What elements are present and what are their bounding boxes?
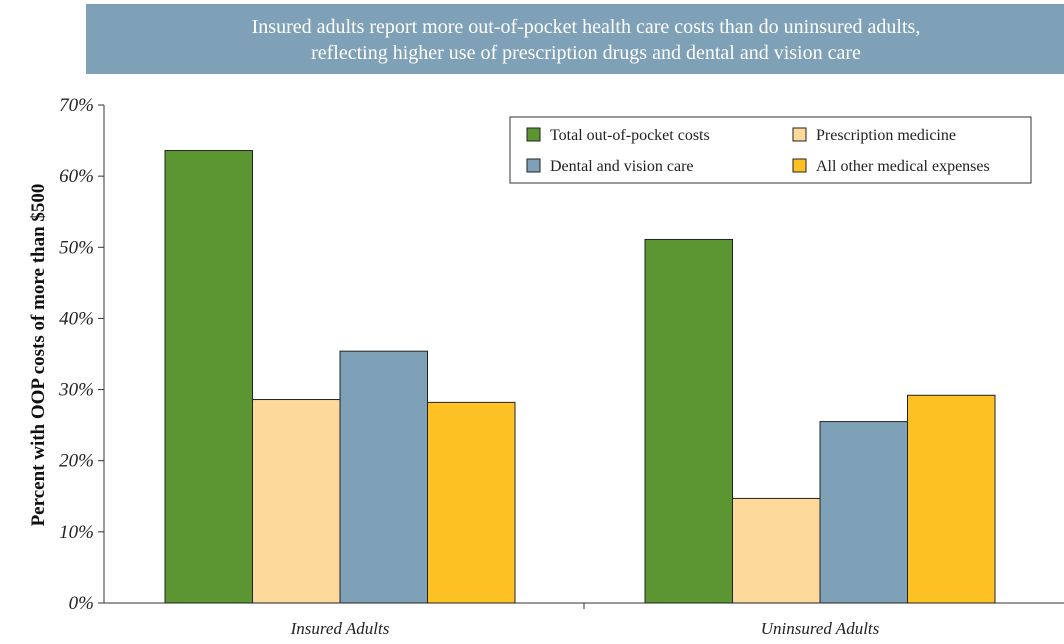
legend-swatch bbox=[526, 158, 541, 173]
x-category-label: Insured Adults bbox=[290, 619, 390, 638]
bar bbox=[907, 394, 996, 604]
bar bbox=[252, 399, 341, 604]
bar bbox=[644, 238, 733, 604]
legend-box bbox=[509, 116, 1032, 184]
y-axis-label: Percent with OOP costs of more than $500 bbox=[28, 184, 49, 527]
y-tick-label: 0% bbox=[69, 593, 94, 614]
legend-swatch bbox=[792, 127, 807, 142]
y-tick-label: 50% bbox=[59, 237, 94, 258]
legend-label: Total out-of-pocket costs bbox=[550, 127, 710, 144]
y-tick-label: 70% bbox=[59, 95, 94, 116]
bar bbox=[339, 350, 428, 604]
legend-label: All other medical expenses bbox=[816, 158, 990, 175]
bar bbox=[427, 401, 516, 604]
bar bbox=[164, 150, 253, 604]
bar bbox=[819, 421, 908, 604]
y-tick-label: 10% bbox=[59, 522, 94, 543]
y-axis: 0% 10% 20% 30% 40% 50% 60% 70% bbox=[58, 95, 105, 614]
legend-swatch bbox=[792, 158, 807, 173]
legend-label: Prescription medicine bbox=[816, 127, 956, 144]
legend-label: Dental and vision care bbox=[550, 158, 694, 175]
y-tick-label: 40% bbox=[59, 308, 94, 329]
title-banner bbox=[86, 4, 1064, 74]
legend: Total out-of-pocket costs Prescription me… bbox=[509, 116, 1032, 184]
y-tick-label: 60% bbox=[59, 166, 94, 187]
bar bbox=[732, 497, 821, 604]
y-tick-label: 30% bbox=[58, 380, 94, 401]
legend-swatch bbox=[526, 127, 541, 142]
x-axis: Insured Adults Uninsured Adults bbox=[104, 602, 1064, 638]
chart-title-line-2: reflecting higher use of prescription dr… bbox=[311, 42, 861, 64]
x-category-label: Uninsured Adults bbox=[761, 619, 880, 638]
chart-title-line-1: Insured adults report more out-of-pocket… bbox=[252, 16, 921, 38]
y-tick-label: 20% bbox=[59, 451, 94, 472]
bars bbox=[164, 150, 996, 604]
